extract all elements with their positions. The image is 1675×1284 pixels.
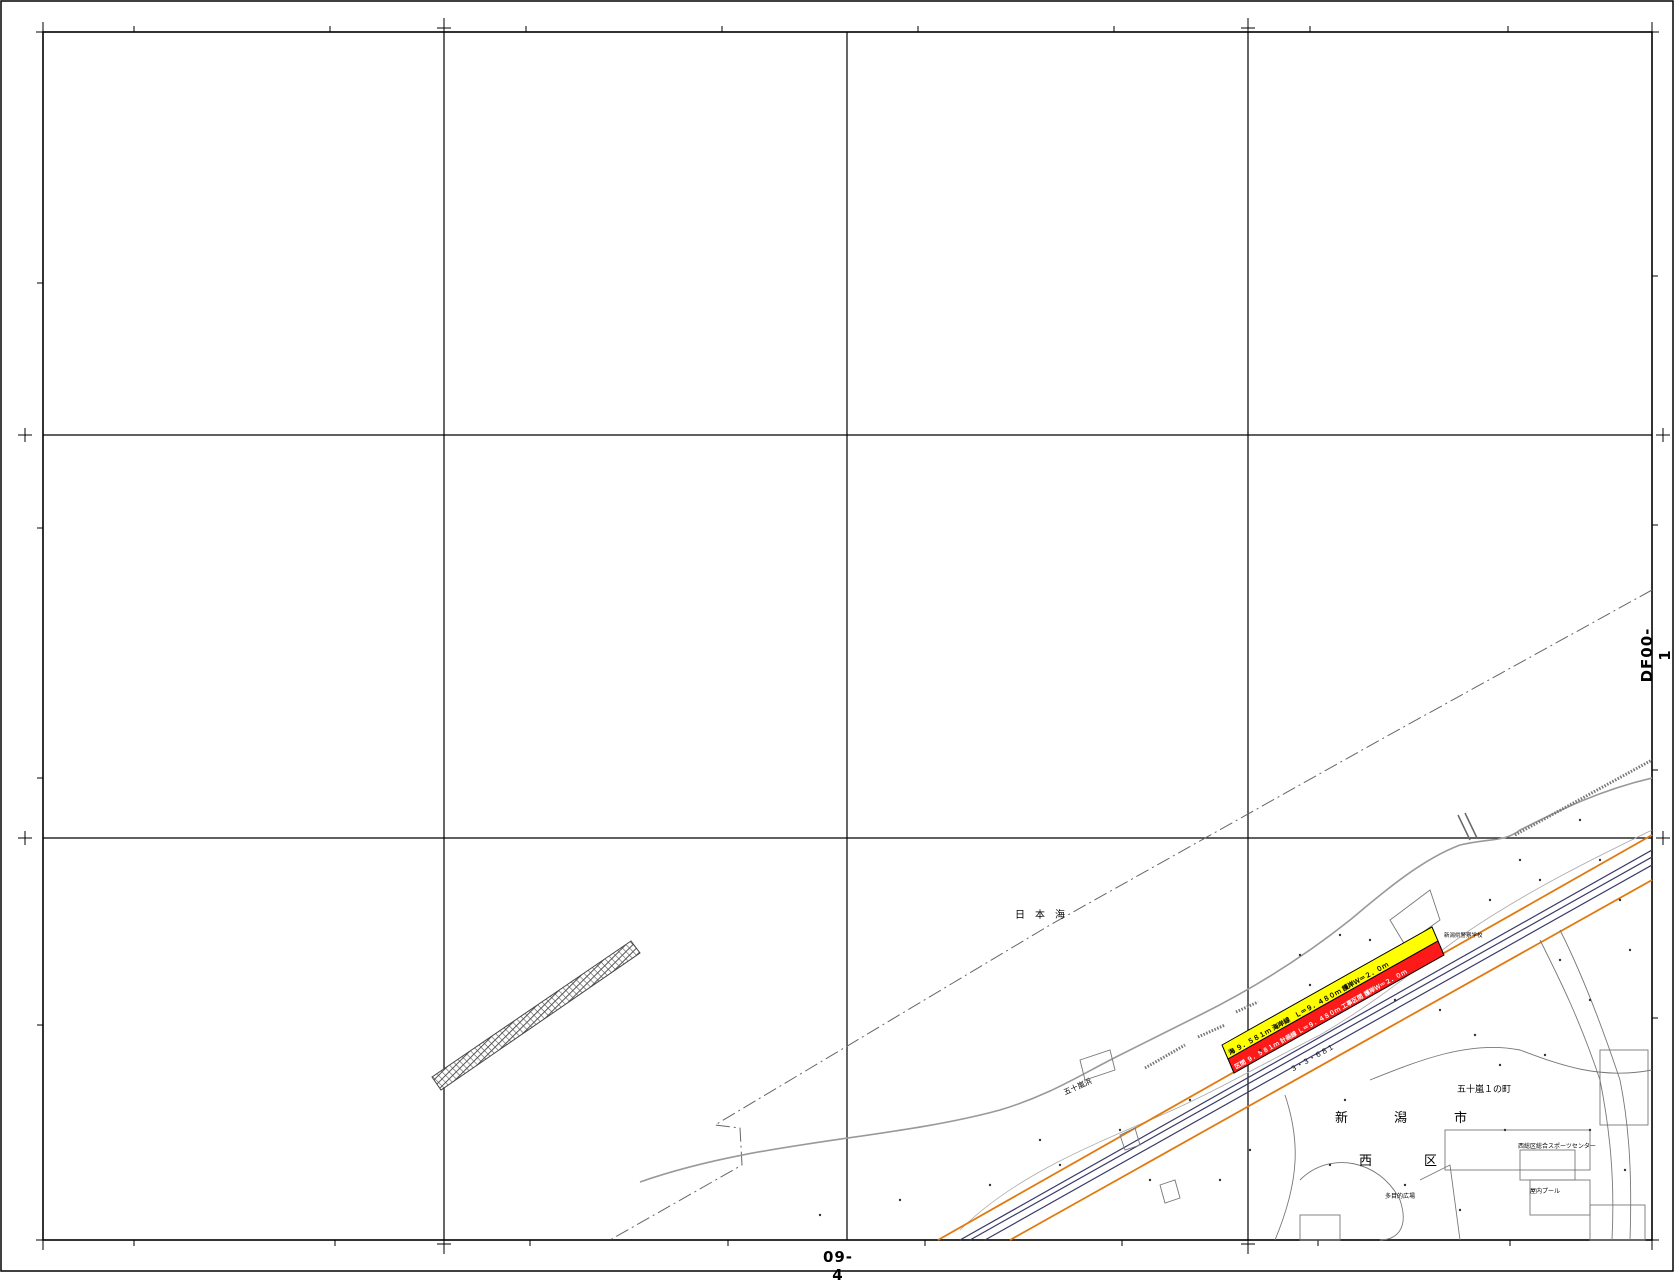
inland-features	[1079, 889, 1653, 1241]
grid-lines	[43, 32, 1652, 1240]
sea-name-label: 日 本 海	[1015, 908, 1065, 921]
shoreline-inner	[959, 829, 1653, 1231]
offshore-breakwater	[431, 940, 641, 1091]
nishi-label: 西	[1359, 1154, 1372, 1169]
dike-segments	[1144, 758, 1653, 1070]
adjacent-sheet-label: 09-4	[822, 1248, 854, 1284]
yellow-band-label: 海 ９．５８１ｍ 海岸線 Ｌ＝９．４８０ｍ 護岸Ｗ＝２．０ｍ	[1227, 959, 1391, 1056]
facility-label: 新潟県警察学校	[1444, 931, 1483, 939]
frame-ticks	[37, 26, 1658, 1246]
red-band	[1227, 940, 1445, 1074]
shi-label: 市	[1454, 1110, 1467, 1126]
railway	[959, 849, 1653, 1241]
niigata-label: 新	[1335, 1110, 1348, 1126]
pool-label: 屋内プール	[1530, 1187, 1560, 1195]
groin	[1457, 812, 1478, 841]
igarashi-beach-label: 五十嵐浜	[1062, 1075, 1094, 1097]
boundary-line	[609, 589, 1653, 1241]
igarashi-1-label: 五十嵐１の町	[1457, 1083, 1511, 1095]
sheet-number-label: DF00-1	[1638, 627, 1674, 683]
sports-center-label: 西総区総合スポーツセンター	[1518, 1142, 1596, 1150]
grid-crosses	[18, 18, 1670, 1254]
ku-label: 区	[1424, 1154, 1437, 1169]
spot-heights	[818, 818, 1632, 1217]
gata-label: 潟	[1394, 1111, 1407, 1126]
park-label: 多目的広場	[1385, 1192, 1415, 1200]
place-labels: 日 本 海 五十嵐浜 五十嵐１の町 新 潟 市 西 区 西総区総合スポーツセンタ…	[1015, 908, 1596, 1200]
shoreline	[639, 777, 1653, 1183]
